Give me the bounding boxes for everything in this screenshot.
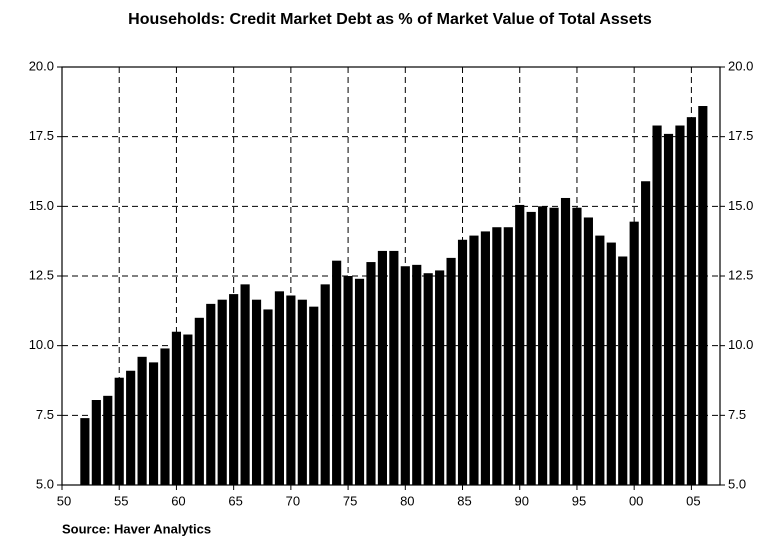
bar <box>80 418 90 485</box>
bar <box>251 299 262 485</box>
bar <box>583 217 593 486</box>
x-tick-label: 50 <box>57 493 71 508</box>
bar <box>171 331 182 485</box>
y2-tick-label: 7.5 <box>728 407 746 422</box>
bar <box>492 227 502 485</box>
bar <box>698 106 708 485</box>
bar <box>366 262 376 485</box>
bar <box>297 299 307 485</box>
bar <box>457 239 468 485</box>
x-tick-label: 85 <box>457 493 471 508</box>
bar <box>240 284 250 485</box>
bar <box>354 278 365 485</box>
bar <box>446 257 456 485</box>
x-tick-label: 80 <box>400 493 414 508</box>
bar <box>377 250 387 485</box>
bar <box>641 181 651 485</box>
bar <box>91 400 101 485</box>
x-tick-label: 75 <box>343 493 357 508</box>
bar <box>503 227 513 485</box>
y2-tick-label: 15.0 <box>728 198 753 213</box>
bar <box>194 317 204 485</box>
bar <box>560 197 571 485</box>
bar <box>217 299 227 485</box>
bar <box>160 348 170 485</box>
bar <box>686 117 696 485</box>
y2-tick-label: 12.5 <box>728 267 753 282</box>
y2-tick-label: 10.0 <box>728 337 753 352</box>
bar <box>286 295 296 485</box>
y-tick-label: 12.5 <box>29 267 54 282</box>
bar <box>595 235 605 485</box>
bar <box>675 125 685 486</box>
bar <box>435 270 445 485</box>
bar <box>515 204 525 485</box>
bar <box>606 242 616 485</box>
bar <box>320 284 330 485</box>
bar <box>423 273 433 485</box>
bar <box>538 206 548 486</box>
bar <box>332 260 342 485</box>
x-tick-label: 90 <box>515 493 529 508</box>
plot-frame <box>61 66 721 486</box>
y2-tick-label: 17.5 <box>728 128 753 143</box>
bar <box>480 231 490 485</box>
bar <box>572 207 582 485</box>
bar <box>126 370 136 485</box>
bar <box>103 395 113 485</box>
x-tick-label: 55 <box>114 493 128 508</box>
y2-tick-label: 5.0 <box>728 476 746 491</box>
bar <box>183 334 193 485</box>
bar <box>343 276 353 485</box>
bar <box>526 211 536 485</box>
source: Source: Haver Analytics <box>62 521 211 536</box>
y-tick-label: 15.0 <box>29 198 54 213</box>
y-tick-label: 17.5 <box>29 128 54 143</box>
bar <box>549 207 559 485</box>
x-tick-label: 95 <box>572 493 586 508</box>
bar <box>137 356 147 485</box>
bar <box>652 125 662 486</box>
x-tick-label: 00 <box>629 493 643 508</box>
bar <box>629 221 639 485</box>
bar <box>206 303 216 485</box>
y-tick-label: 10.0 <box>29 337 54 352</box>
y-tick-label: 5.0 <box>36 476 54 491</box>
y-tick-label: 7.5 <box>36 407 54 422</box>
x-tick-label: 65 <box>228 493 242 508</box>
x-tick-label: 70 <box>286 493 300 508</box>
bar <box>309 306 319 485</box>
x-tick-label: 60 <box>171 493 185 508</box>
bar <box>274 291 285 485</box>
bar <box>400 266 410 485</box>
bar <box>412 264 422 485</box>
bar <box>389 250 399 485</box>
bar <box>469 235 479 485</box>
bar <box>114 377 124 485</box>
bar <box>663 133 674 485</box>
y-tick-label: 20.0 <box>29 58 54 73</box>
chart-title: Households: Credit Market Debt as % of M… <box>128 11 652 28</box>
y2-tick-label: 20.0 <box>728 58 753 73</box>
bar <box>263 309 273 485</box>
bar <box>148 362 159 485</box>
x-tick-label: 05 <box>686 493 700 508</box>
bar <box>229 294 239 485</box>
bar <box>618 256 628 485</box>
